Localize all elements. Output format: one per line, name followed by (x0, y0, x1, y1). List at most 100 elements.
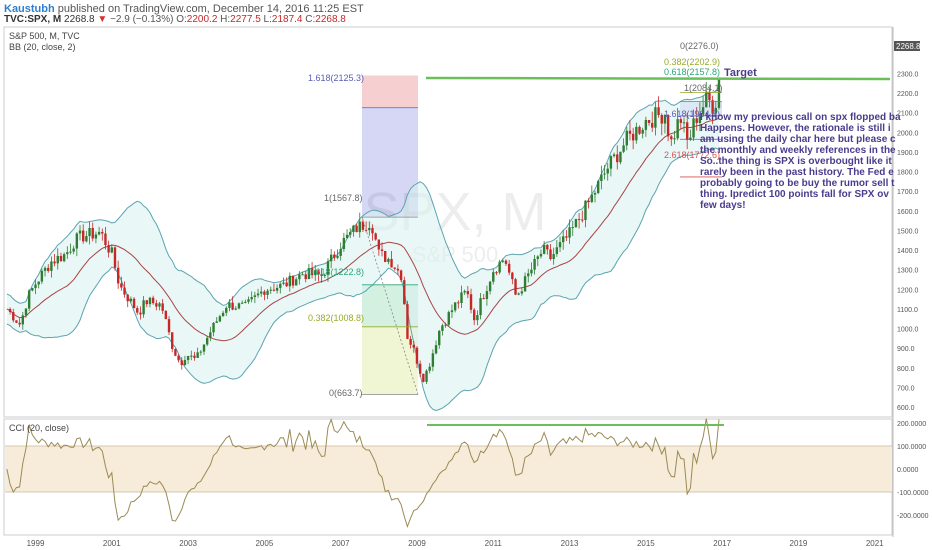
note-line: Happens. However, the rationale is still… (700, 123, 891, 134)
fib-trend-line (361, 216, 419, 395)
candle-body (237, 303, 241, 309)
cci-zone (5, 445, 892, 493)
candle-body (37, 281, 40, 285)
time-tick-label: 2015 (637, 539, 655, 548)
candle-body (603, 173, 606, 175)
note-line: rarely been in the past history. The Fed… (700, 167, 894, 178)
candle-body (269, 289, 272, 291)
candle-body (72, 248, 75, 252)
price-tick-label: 1200.0 (897, 287, 919, 294)
candle-body (91, 227, 94, 239)
time-tick-label: 2009 (408, 539, 426, 548)
candle-body (380, 249, 384, 251)
candle-body (393, 267, 396, 269)
candle-body (294, 279, 298, 286)
candle-body (495, 272, 498, 274)
candle-body (685, 122, 689, 140)
candle-body (31, 288, 34, 291)
candle-body (212, 322, 215, 333)
candle-body (517, 293, 520, 295)
candle-body (689, 137, 692, 140)
fib-zone-red (362, 75, 418, 108)
candle-body (644, 119, 648, 130)
candle-body (27, 290, 31, 309)
candle-body (263, 291, 266, 295)
candle-body (708, 91, 711, 101)
cci-line (6, 417, 720, 529)
candle-body (596, 181, 600, 193)
candle-body (705, 91, 708, 108)
candle-body (291, 275, 295, 286)
candle-body (256, 293, 260, 296)
candle-body (145, 300, 148, 305)
candle-body (355, 225, 358, 233)
chart-header: Kaustubh published on TradingView.com, D… (0, 0, 932, 25)
high-value: 2277.5 (230, 14, 261, 25)
candle-body (701, 107, 705, 115)
candle-body (342, 237, 346, 250)
down-arrow-icon: ▼ (97, 14, 108, 25)
analysis-note[interactable]: I know my previous call on spx flopped b… (700, 112, 901, 211)
candle-body (488, 281, 492, 292)
cci-tick-label: 200.0000 (897, 421, 926, 428)
candle-body (552, 253, 555, 260)
candle-body (320, 274, 323, 276)
candle-body (18, 322, 21, 325)
candle-body (673, 138, 676, 140)
candle-body (399, 270, 403, 281)
candle-body (21, 315, 25, 325)
candle-body (282, 282, 285, 284)
candle-body (180, 360, 183, 365)
candle-body (425, 370, 428, 382)
note-line: probably going to be buy the rumor sell … (700, 178, 895, 189)
candle-body (536, 256, 539, 259)
candle-body (225, 307, 228, 313)
bb-legend: BB (20, close, 2) (9, 42, 76, 52)
candle-body (66, 252, 69, 255)
candle-body (647, 119, 651, 123)
time-tick-label: 1999 (27, 539, 45, 548)
candle-body (409, 338, 412, 345)
candle-body (47, 267, 50, 271)
cci-band (5, 446, 892, 492)
candle-body (298, 274, 301, 280)
time-tick-label: 2021 (866, 539, 884, 548)
bollinger-basis (6, 117, 720, 342)
candle-body (301, 274, 304, 276)
candle-body (654, 107, 657, 128)
author-link[interactable]: Kaustubh (4, 3, 55, 15)
candle-body (59, 255, 63, 262)
axes: 600.0 700.0 800.0 900.0 1000.0 1100.0 1200.0 13… (27, 71, 929, 548)
candle-body (473, 309, 476, 321)
target-line[interactable] (425, 76, 891, 81)
candle-body (174, 348, 177, 356)
candle-body (250, 297, 253, 300)
candle-body (75, 233, 79, 249)
cci-tick-label: 100.0000 (897, 444, 926, 451)
candle-body (288, 275, 292, 287)
candle-body (123, 287, 126, 295)
candle-body (660, 115, 663, 124)
fib-label: 2.618(1772.6) (664, 150, 720, 160)
symbol-name[interactable]: TVC:SPX, M (4, 14, 62, 25)
candle-body (415, 347, 419, 364)
candle-body (463, 291, 466, 293)
candle-body (260, 291, 263, 294)
candle-body (527, 273, 530, 277)
cci-tick-label: 0.0000 (897, 467, 919, 474)
price-tick-label: 1700.0 (897, 189, 919, 196)
candle-body (358, 221, 361, 233)
candle-body (574, 218, 578, 228)
fib-labels: 1.618(2125.3) 1(1567.8) 0.618(1222.8) 0.… (308, 41, 723, 398)
candle-body (62, 254, 66, 262)
publish-line: Kaustubh published on TradingView.com, D… (4, 3, 364, 15)
candle-body (546, 244, 549, 250)
candle-body (403, 280, 406, 305)
candle-body (209, 332, 212, 338)
candle-body (352, 225, 355, 233)
candle-body (205, 337, 209, 345)
candle-body (619, 151, 622, 163)
candle-body (113, 247, 117, 268)
candle-body (202, 344, 206, 352)
